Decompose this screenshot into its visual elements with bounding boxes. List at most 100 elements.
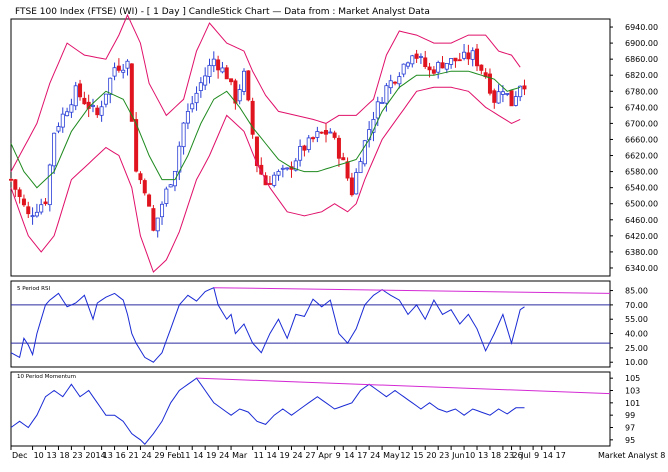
candle-body	[30, 215, 35, 218]
candle-body	[440, 62, 445, 69]
x-tick-label: 21	[129, 451, 139, 460]
candle-body	[242, 70, 247, 92]
price-y-tick-label: 6740.00	[625, 103, 658, 112]
candle-body	[95, 107, 100, 116]
candle-body	[164, 188, 169, 204]
price-y-tick-label: 6780.00	[625, 87, 658, 96]
candle-body	[246, 70, 251, 101]
chart-title: FTSE 100 Index (FTSE) (WI) - [ 1 Day ] C…	[15, 7, 430, 17]
price-y-tick-label: 6580.00	[625, 168, 658, 177]
price-y-tick-label: 6860.00	[625, 55, 658, 64]
candle-body	[367, 129, 372, 141]
x-tick-label: 14	[344, 451, 354, 460]
price-y-tick-label: 6940.00	[625, 23, 658, 32]
rsi-y-tick-label: 10.00	[625, 358, 648, 367]
candle-body	[216, 59, 221, 71]
candle-body	[151, 208, 156, 231]
x-tick-label: 10	[465, 451, 475, 460]
candle-body	[513, 96, 518, 106]
candle-body	[496, 91, 501, 104]
candle-body	[479, 64, 484, 71]
candle-body	[90, 105, 95, 107]
candle-body	[475, 48, 480, 67]
candle-body	[522, 85, 527, 90]
x-tick-label: 23	[504, 451, 514, 460]
candle-body	[147, 194, 152, 207]
candle-body	[250, 100, 255, 135]
candle-body	[237, 89, 242, 102]
x-tick-label: 17	[556, 451, 566, 460]
candle-body	[427, 66, 432, 71]
momentum-y-tick-label: 97	[625, 424, 635, 433]
momentum-y-tick-label: 103	[625, 387, 640, 396]
x-tick-label: Feb	[167, 451, 181, 460]
x-tick-label: 27	[305, 451, 315, 460]
x-tick-label: Jun	[451, 451, 465, 460]
candle-body	[177, 145, 182, 173]
x-tick-label: 24	[292, 451, 302, 460]
candle-body	[52, 132, 57, 167]
candle-body	[298, 146, 303, 161]
candle-body	[311, 137, 316, 140]
candle-body	[302, 145, 307, 151]
momentum-y-tick-label: 105	[625, 374, 640, 383]
candle-body	[323, 130, 328, 135]
bollinger-upper-band	[10, 13, 521, 172]
candle-body	[82, 97, 87, 105]
momentum-y-tick-label: 95	[625, 436, 635, 445]
candle-body	[487, 73, 492, 94]
rsi-y-tick-label: 25.00	[625, 344, 648, 353]
price-y-tick-label: 6820.00	[625, 71, 658, 80]
candle-body	[393, 81, 398, 84]
candle-body	[358, 161, 363, 174]
candle-body	[328, 131, 333, 134]
candle-body	[354, 172, 359, 195]
x-tick-label: 14	[267, 451, 277, 460]
momentum-trendline	[196, 377, 611, 395]
x-tick-label: 10	[34, 451, 44, 460]
candle-body	[505, 93, 510, 95]
x-tick-label: 23	[72, 451, 82, 460]
momentum-y-tick-label: 101	[625, 399, 640, 408]
momentum-y-tick-label: 99	[625, 411, 635, 420]
candle-body	[436, 62, 441, 73]
candle-body	[470, 50, 475, 60]
price-y-tick-label: 6540.00	[625, 184, 658, 193]
candle-body	[319, 131, 324, 134]
candle-body	[362, 140, 367, 165]
x-tick-label: May	[383, 451, 400, 460]
bollinger-lower-band	[10, 86, 521, 273]
candle-body	[280, 167, 285, 170]
x-tick-label: 11	[180, 451, 190, 460]
x-tick-label: 24	[219, 451, 229, 460]
momentum-panel-frame	[10, 371, 611, 447]
x-tick-label: 13	[103, 451, 113, 460]
momentum-y-axis: 95 97 99 101 103 105	[610, 374, 640, 445]
rsi-panel-frame	[10, 280, 611, 368]
candle-body	[457, 59, 462, 62]
x-tick-label: 2014	[85, 451, 105, 460]
candle-body	[138, 173, 143, 181]
candle-body	[129, 63, 134, 122]
rsi-line	[10, 287, 525, 363]
x-tick-label: 18	[491, 451, 501, 460]
candle-body	[134, 119, 139, 172]
candle-body	[21, 198, 26, 206]
momentum-line	[10, 377, 525, 445]
candle-body	[453, 57, 458, 62]
footer-source: Market Analyst 8	[598, 451, 665, 460]
x-tick-label: 17	[357, 451, 367, 460]
candle-body	[17, 189, 22, 198]
candle-body	[306, 137, 311, 150]
candle-body	[43, 201, 48, 205]
x-tick-label: Mar	[232, 451, 248, 460]
candle-body	[78, 83, 83, 98]
candle-body	[198, 82, 203, 91]
candle-body	[65, 111, 70, 117]
price-y-tick-label: 6620.00	[625, 152, 658, 161]
candle-body	[315, 131, 320, 138]
candle-body	[181, 122, 186, 148]
x-tick-label: Dec	[12, 451, 27, 460]
rsi-y-axis: 10.00 25.00 40.00 55.00 70.00 85.00	[610, 287, 648, 367]
candle-body	[203, 75, 208, 86]
